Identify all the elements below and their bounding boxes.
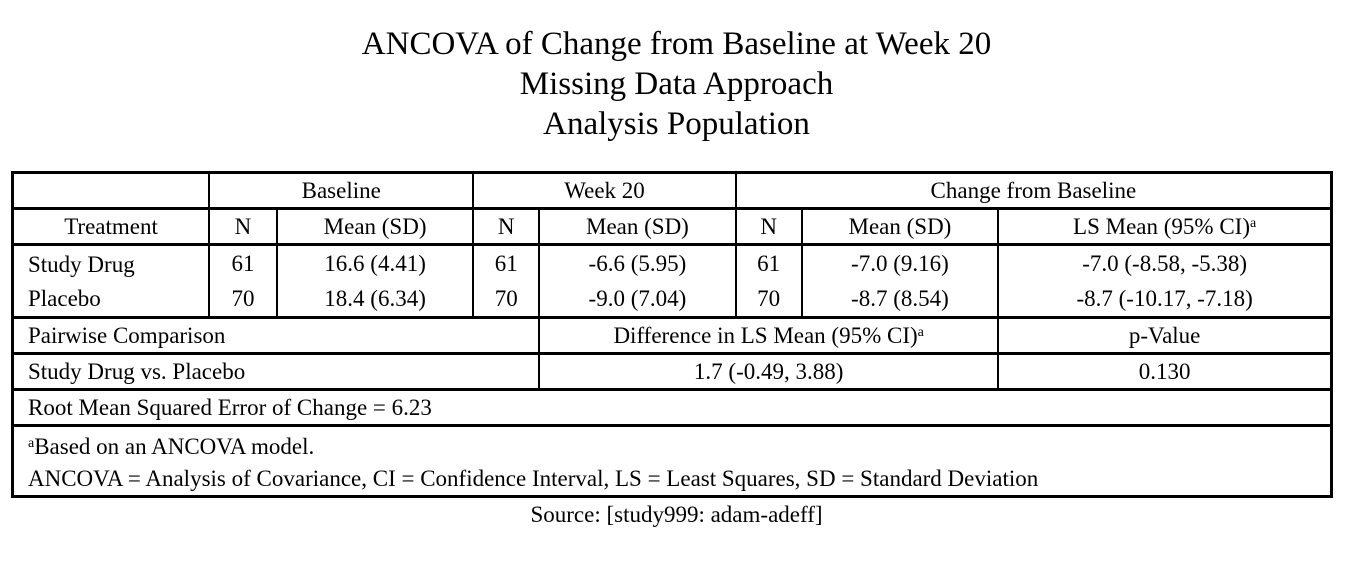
title-line-1: ANCOVA of Change from Baseline at Week 2… [361,26,992,62]
col-baseline-mean: Mean (SD) [275,207,475,245]
footnote-a-text: Based on an ANCOVA model. [34,434,315,459]
col-treatment: Treatment [11,207,211,245]
row-change-mean: -8.7 (8.54) [800,282,1000,318]
row-treatment: Study Drug [11,243,211,282]
column-header-row: Treatment N Mean (SD) N Mean (SD) N Mean… [11,207,1333,245]
group-header-row: Baseline Week 20 Change from Baseline [11,171,1333,209]
row-treatment: Placebo [11,282,211,318]
col-week20-n: N [472,207,541,245]
row-baseline-n: 70 [208,282,278,318]
row-week20-n: 70 [472,282,541,318]
group-baseline: Baseline [208,171,475,209]
row-week20-mean: -6.6 (5.95) [538,243,737,282]
col-change-ls-label: LS Mean (95% CI) [1073,214,1250,239]
pairwise-pvalue: 0.130 [997,352,1333,390]
rmse-row: Root Mean Squared Error of Change = 6.23 [11,388,1333,426]
pairwise-comparison: Study Drug vs. Placebo [11,352,541,390]
col-change-ls: LS Mean (95% CI)a [997,207,1333,245]
footnote-mark: a [917,325,924,340]
group-week20: Week 20 [472,171,737,209]
footnote-row: aBased on an ANCOVA model. ANCOVA = Anal… [11,424,1333,497]
title-line-3: Analysis Population [543,106,810,142]
pairwise-pvalue-label: p-Value [997,316,1333,354]
footnote-a: aBased on an ANCOVA model. [28,431,1330,463]
col-baseline-n: N [208,207,278,245]
rmse-text: Root Mean Squared Error of Change = 6.23 [11,388,1333,426]
row-week20-n: 61 [472,243,541,282]
footnote-mark: a [1249,216,1257,231]
row-change-n: 70 [734,282,803,318]
table-row: Placebo 70 18.4 (6.34) 70 -9.0 (7.04) 70… [11,282,1333,318]
col-change-mean: Mean (SD) [800,207,1000,245]
row-change-mean: -7.0 (9.16) [800,243,1000,282]
row-baseline-mean: 18.4 (6.34) [275,282,475,318]
table-title-block: ANCOVA of Change from Baseline at Week 2… [0,0,1353,144]
pairwise-header-row: Pairwise Comparison Difference in LS Mea… [11,316,1333,354]
pairwise-diff-label: Difference in LS Mean (95% CI)a [538,316,1000,354]
title-line-2: Missing Data Approach [519,66,834,102]
pairwise-label: Pairwise Comparison [11,316,541,354]
pairwise-row: Study Drug vs. Placebo 1.7 (-0.49, 3.88)… [11,352,1333,390]
pairwise-diff-text: Difference in LS Mean (95% CI) [613,323,918,348]
footnote-abbreviations: ANCOVA = Analysis of Covariance, CI = Co… [28,466,1039,491]
row-change-n: 61 [734,243,803,282]
row-week20-mean: -9.0 (7.04) [538,282,737,318]
pairwise-diff-value: 1.7 (-0.49, 3.88) [538,352,1000,390]
ancova-table: Baseline Week 20 Change from Baseline Tr… [11,171,1333,498]
row-change-ls: -8.7 (-10.17, -7.18) [997,282,1333,318]
group-change: Change from Baseline [734,171,1333,209]
empty-header-cell [11,171,211,209]
col-week20-mean: Mean (SD) [538,207,737,245]
col-change-n: N [734,207,803,245]
source-line: Source: [study999: adam-adeff] [530,502,823,527]
footnote-cell: aBased on an ANCOVA model. ANCOVA = Anal… [11,424,1333,497]
row-change-ls: -7.0 (-8.58, -5.38) [997,243,1333,282]
row-baseline-mean: 16.6 (4.41) [275,243,475,282]
row-baseline-n: 61 [208,243,278,282]
table-row: Study Drug 61 16.6 (4.41) 61 -6.6 (5.95)… [11,243,1333,282]
footnote-mark: a [28,436,35,451]
